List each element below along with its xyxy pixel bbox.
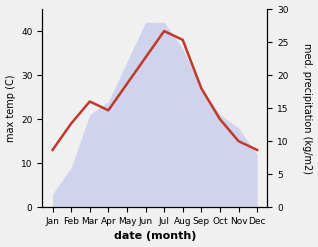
X-axis label: date (month): date (month) (114, 231, 196, 242)
Y-axis label: max temp (C): max temp (C) (5, 74, 16, 142)
Y-axis label: med. precipitation (kg/m2): med. precipitation (kg/m2) (302, 43, 313, 174)
